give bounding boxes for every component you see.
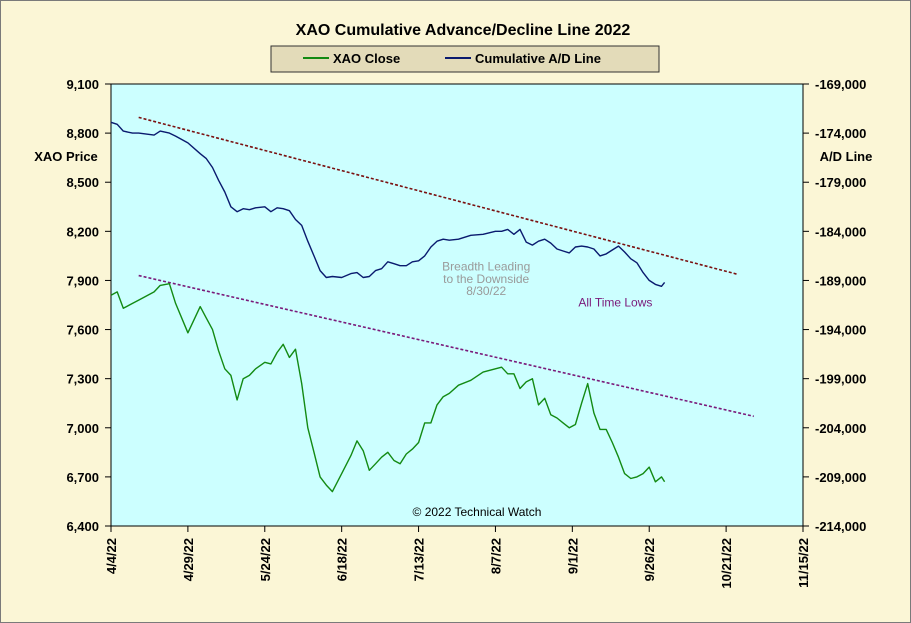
y-tick-label-left: 9,100 xyxy=(66,77,99,92)
y-tick-label-left: 8,200 xyxy=(66,224,99,239)
x-tick-label: 6/18/22 xyxy=(335,538,350,581)
chart-title: XAO Cumulative Advance/Decline Line 2022 xyxy=(296,22,631,39)
y-tick-label-left: 8,500 xyxy=(66,175,99,190)
series-line-xao-close xyxy=(110,283,666,493)
x-tick-label: 10/21/22 xyxy=(719,538,734,589)
series-line-ad-line xyxy=(110,121,666,287)
x-tick-label: 4/4/22 xyxy=(104,538,119,574)
y-tick-label-right: -204,000 xyxy=(815,421,866,436)
x-tick-label: 11/15/22 xyxy=(796,538,811,588)
annotation-text: 8/30/22 xyxy=(466,284,506,298)
y-tick-label-right: -194,000 xyxy=(815,323,866,338)
annotation-text: All Time Lows xyxy=(578,296,652,310)
y-tick-label-right: -199,000 xyxy=(815,372,866,387)
legend-label-xao-close: XAO Close xyxy=(333,51,400,66)
y-tick-label-right: -174,000 xyxy=(815,126,866,141)
y-tick-label-right: -169,000 xyxy=(815,77,866,92)
plot-area xyxy=(110,83,804,527)
trendline-2 xyxy=(138,274,754,418)
x-tick-label: 9/26/22 xyxy=(642,538,657,581)
y-tick-label-right: -189,000 xyxy=(815,273,866,288)
x-tick-label: 7/13/22 xyxy=(412,538,427,581)
x-tick-label: 9/1/22 xyxy=(565,538,580,574)
y-axis-label-left: XAO Price xyxy=(34,149,98,164)
y-tick-label-right: -184,000 xyxy=(815,224,866,239)
y-tick-label-left: 6,700 xyxy=(66,470,99,485)
y-tick-label-left: 7,000 xyxy=(66,421,99,436)
annotation-text: to the Downside xyxy=(443,272,529,286)
y-tick-label-left: 7,600 xyxy=(66,323,99,338)
y-tick-label-right: -209,000 xyxy=(815,470,866,485)
y-tick-label-right: -214,000 xyxy=(815,519,866,534)
y-axis-label-right: A/D Line xyxy=(820,149,873,164)
annotation-text: Breadth Leading xyxy=(442,260,530,274)
legend-label-ad-line: Cumulative A/D Line xyxy=(475,51,601,66)
x-tick-label: 5/24/22 xyxy=(258,538,273,581)
y-tick-label-left: 7,300 xyxy=(66,372,99,387)
x-tick-label: 4/29/22 xyxy=(181,538,196,581)
y-tick-label-left: 6,400 xyxy=(66,519,99,534)
copyright-text: © 2022 Technical Watch xyxy=(413,505,542,519)
trendline-1 xyxy=(138,116,739,276)
y-tick-label-right: -179,000 xyxy=(815,175,866,190)
y-tick-label-left: 7,900 xyxy=(66,273,99,288)
legend: XAO Close Cumulative A/D Line xyxy=(270,45,660,73)
x-tick-label: 8/7/22 xyxy=(488,538,503,574)
y-tick-label-left: 8,800 xyxy=(66,126,99,141)
